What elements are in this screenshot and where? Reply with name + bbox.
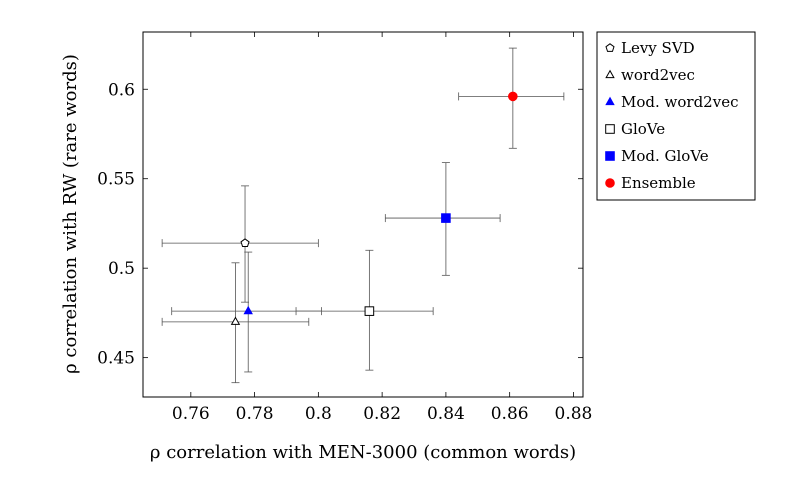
legend-item: Mod. word2vec <box>605 93 738 111</box>
data-marker <box>243 305 253 315</box>
legend-label: word2vec <box>621 66 695 84</box>
marker-shape <box>605 151 615 161</box>
legend-item: Levy SVD <box>605 39 695 57</box>
legend-marker <box>605 124 615 134</box>
legend-box <box>596 31 756 201</box>
marker-shape <box>605 69 615 79</box>
x-tick-label: 0.86 <box>491 404 529 424</box>
y-tick-label: 0.5 <box>108 259 135 279</box>
legend-item: Mod. GloVe <box>605 147 709 165</box>
plot-frame <box>142 31 584 398</box>
data-point <box>171 251 322 373</box>
data-marker <box>230 316 241 325</box>
marker-shape <box>441 213 451 223</box>
data-point <box>161 262 310 384</box>
marker-shape <box>508 91 518 102</box>
marker-shape <box>243 305 253 315</box>
x-axis-title: ρ correlation with MEN-3000 (common word… <box>150 442 576 463</box>
legend-label: Mod. word2vec <box>621 93 738 111</box>
legend-label: Mod. GloVe <box>621 147 709 165</box>
legend-label: Levy SVD <box>621 39 695 57</box>
legend-marker <box>605 43 615 52</box>
marker-shape <box>230 316 241 325</box>
legend-marker <box>605 151 615 161</box>
y-tick-label: 0.45 <box>97 349 135 369</box>
data-marker <box>240 238 250 248</box>
plot-area: 0.76 0.78 0.8 0.82 0.84 0.86 0.88 0.45 0.5 0.55 0.… <box>97 31 593 424</box>
legend-item: word2vec <box>605 66 695 84</box>
x-tick-label: 0.8 <box>305 404 332 424</box>
marker-shape <box>240 238 250 248</box>
x-tick-label: 0.82 <box>363 404 401 424</box>
y-tick-label: 0.55 <box>97 170 135 190</box>
y-tick-label: 0.6 <box>108 80 135 100</box>
data-point <box>384 162 501 276</box>
data-marker <box>441 213 451 223</box>
x-tick-label: 0.78 <box>236 404 274 424</box>
marker-shape <box>605 178 615 188</box>
legend-item: GloVe <box>605 120 665 138</box>
data-marker <box>364 306 375 316</box>
marker-shape <box>364 306 375 316</box>
legend-marker <box>605 69 615 79</box>
data-point <box>295 249 434 371</box>
legend-label: Ensemble <box>621 174 696 192</box>
legend-marker <box>605 96 615 106</box>
data-point <box>161 185 319 303</box>
x-tick-label: 0.88 <box>555 404 593 424</box>
legend-item: Ensemble <box>605 174 696 192</box>
marker-shape <box>605 124 615 134</box>
legend-label: GloVe <box>621 120 665 138</box>
marker-shape <box>605 96 615 106</box>
x-tick-label: 0.84 <box>427 404 465 424</box>
data-marker <box>508 91 518 102</box>
marker-shape <box>605 43 615 52</box>
y-axis-title: ρ correlation with RW (rare words) <box>60 54 81 374</box>
legend-marker <box>605 178 615 188</box>
legend: Levy SVD word2vec Mod. word2vec GloVe Mod. G… <box>596 31 756 201</box>
x-tick-label: 0.76 <box>172 404 210 424</box>
data-point <box>458 47 565 149</box>
